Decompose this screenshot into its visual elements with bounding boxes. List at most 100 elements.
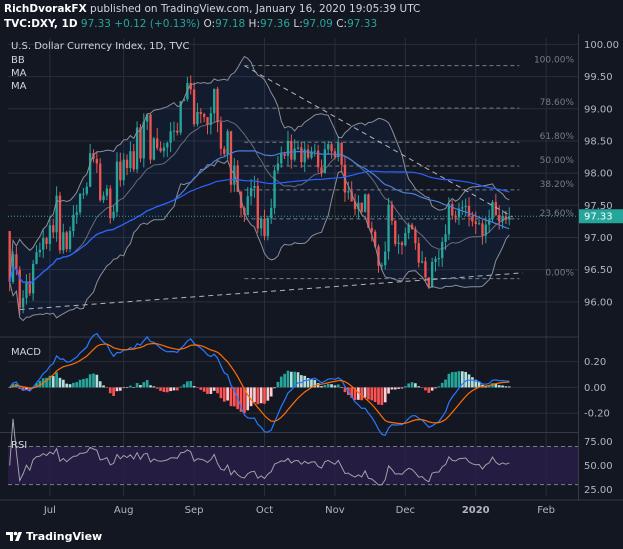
- candle[interactable]: [380, 265, 384, 267]
- candle[interactable]: [132, 151, 135, 170]
- candle[interactable]: [125, 159, 129, 168]
- candle[interactable]: [430, 261, 434, 288]
- candle[interactable]: [394, 220, 397, 244]
- candle[interactable]: [357, 202, 360, 210]
- candle[interactable]: [434, 258, 437, 262]
- candle[interactable]: [360, 202, 363, 212]
- candle[interactable]: [196, 112, 199, 125]
- candle[interactable]: [414, 229, 417, 244]
- legend-item[interactable]: MA: [11, 68, 27, 79]
- candle[interactable]: [350, 191, 353, 202]
- candle[interactable]: [62, 232, 65, 251]
- legend-item[interactable]: BB: [11, 55, 25, 66]
- candle[interactable]: [172, 130, 176, 132]
- candle[interactable]: [320, 167, 323, 174]
- candle[interactable]: [85, 186, 88, 194]
- candle[interactable]: [276, 163, 280, 171]
- candle[interactable]: [323, 149, 327, 174]
- candle[interactable]: [18, 269, 21, 308]
- candle[interactable]: [236, 165, 239, 192]
- candle[interactable]: [441, 241, 444, 259]
- candle[interactable]: [347, 191, 350, 193]
- candle[interactable]: [484, 224, 487, 236]
- candle[interactable]: [293, 148, 296, 160]
- candle[interactable]: [109, 188, 112, 219]
- candle[interactable]: [95, 158, 99, 164]
- candle[interactable]: [102, 195, 105, 201]
- candle[interactable]: [424, 261, 427, 278]
- candle[interactable]: [35, 252, 38, 264]
- candle[interactable]: [149, 114, 152, 160]
- candle[interactable]: [219, 122, 223, 149]
- candle[interactable]: [38, 249, 42, 253]
- candle[interactable]: [216, 88, 219, 123]
- candle[interactable]: [58, 195, 62, 251]
- candle[interactable]: [246, 196, 249, 215]
- candle[interactable]: [280, 153, 283, 164]
- candle[interactable]: [135, 127, 139, 170]
- candle[interactable]: [263, 218, 266, 237]
- candle[interactable]: [169, 131, 172, 143]
- candle[interactable]: [31, 263, 35, 294]
- candle[interactable]: [407, 224, 410, 233]
- candle[interactable]: [400, 242, 404, 246]
- candle[interactable]: [420, 261, 424, 263]
- candle[interactable]: [25, 281, 28, 298]
- author-name[interactable]: RichDvorakFX: [4, 3, 87, 15]
- candle[interactable]: [162, 147, 166, 152]
- candle[interactable]: [139, 127, 142, 159]
- candle[interactable]: [303, 149, 306, 163]
- candle[interactable]: [477, 223, 481, 225]
- rsi-pane-title[interactable]: RSI: [11, 440, 27, 451]
- candle[interactable]: [166, 142, 169, 148]
- candle[interactable]: [461, 207, 464, 209]
- candle[interactable]: [68, 231, 72, 250]
- candle[interactable]: [306, 149, 310, 158]
- candle[interactable]: [373, 231, 377, 247]
- candle[interactable]: [296, 147, 300, 149]
- candle[interactable]: [384, 251, 387, 266]
- candle[interactable]: [179, 101, 182, 133]
- candle[interactable]: [330, 144, 333, 152]
- candle[interactable]: [290, 140, 293, 160]
- candle[interactable]: [8, 231, 11, 282]
- candle[interactable]: [82, 193, 85, 195]
- candle[interactable]: [387, 204, 390, 252]
- candle[interactable]: [370, 227, 373, 232]
- candle[interactable]: [270, 207, 273, 219]
- candle[interactable]: [209, 113, 213, 125]
- candle[interactable]: [129, 151, 132, 168]
- candle[interactable]: [48, 225, 52, 244]
- candle[interactable]: [501, 216, 504, 222]
- candle[interactable]: [256, 186, 259, 229]
- candle[interactable]: [99, 163, 102, 201]
- candle[interactable]: [192, 89, 196, 125]
- candle[interactable]: [487, 219, 491, 225]
- candle[interactable]: [202, 113, 206, 118]
- candle[interactable]: [273, 170, 276, 208]
- candle[interactable]: [176, 130, 179, 133]
- candle[interactable]: [286, 140, 290, 156]
- candle[interactable]: [498, 214, 501, 222]
- candle[interactable]: [42, 238, 45, 250]
- candle[interactable]: [447, 204, 451, 235]
- candle[interactable]: [119, 161, 122, 181]
- candle[interactable]: [249, 187, 253, 197]
- candle[interactable]: [367, 194, 370, 228]
- candle[interactable]: [72, 214, 75, 232]
- candle[interactable]: [337, 142, 340, 158]
- brand-name[interactable]: TradingView: [26, 530, 103, 543]
- candle[interactable]: [88, 153, 92, 187]
- candle[interactable]: [78, 193, 82, 213]
- candle[interactable]: [444, 234, 447, 242]
- candle[interactable]: [206, 117, 209, 125]
- candle[interactable]: [223, 148, 226, 154]
- candle[interactable]: [327, 144, 330, 150]
- candle[interactable]: [310, 151, 313, 158]
- candle[interactable]: [417, 243, 420, 263]
- candle[interactable]: [229, 131, 233, 185]
- candle[interactable]: [457, 208, 461, 218]
- candle[interactable]: [467, 205, 471, 217]
- candle[interactable]: [259, 218, 263, 229]
- candle[interactable]: [52, 225, 55, 233]
